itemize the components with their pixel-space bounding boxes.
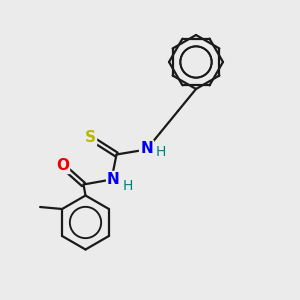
Text: O: O [56, 158, 69, 173]
Text: H: H [155, 146, 166, 160]
Text: S: S [85, 130, 96, 145]
Text: N: N [107, 172, 120, 187]
Text: N: N [140, 141, 153, 156]
Text: H: H [122, 179, 133, 194]
